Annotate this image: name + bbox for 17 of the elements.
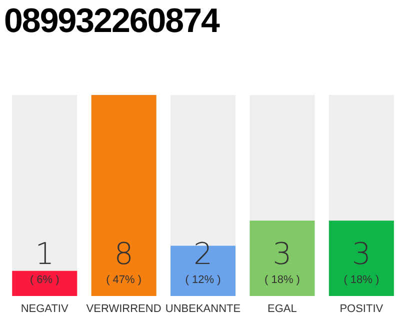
- annotation: ( 18% ): [264, 274, 300, 286]
- annotation: ( 6% ): [30, 274, 60, 286]
- data-label: 2: [193, 237, 213, 272]
- annotation: ( 18% ): [344, 274, 380, 286]
- x-tick-label: VERWIRREND: [86, 302, 162, 315]
- annotation: ( 47% ): [106, 274, 142, 286]
- data-label: 8: [114, 237, 134, 272]
- bar: [12, 270, 78, 296]
- annotation: ( 12% ): [185, 274, 221, 286]
- x-tick-label: POSITIV: [340, 302, 384, 315]
- data-label: 1: [35, 237, 54, 272]
- x-tick-label: NEGATIV: [20, 302, 69, 315]
- x-tick-label: UNBEKANNTE: [165, 302, 241, 315]
- data-label: 3: [272, 237, 292, 272]
- x-tick-label: EGAL: [268, 302, 297, 315]
- chart-title: 089932260874: [4, 2, 219, 41]
- data-label: 3: [352, 237, 371, 272]
